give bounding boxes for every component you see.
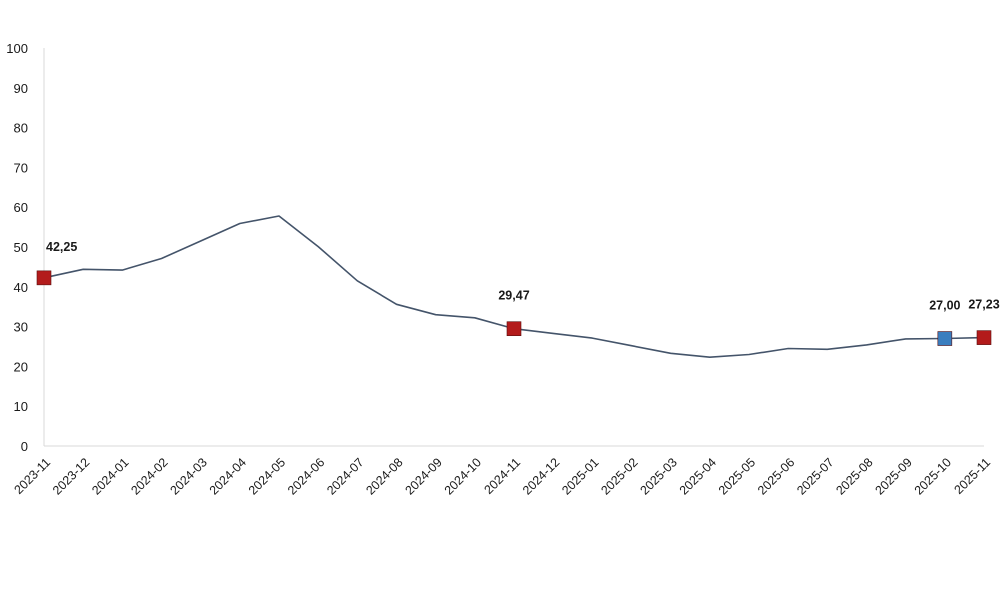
x-tick-label: 2025-10 (912, 455, 954, 497)
x-tick-label: 2024-03 (168, 455, 210, 497)
marker-layer (36, 270, 992, 346)
x-tick-label: 2025-02 (598, 455, 640, 497)
x-tick-label: 2024-07 (324, 455, 366, 497)
x-tick-label: 2024-08 (363, 455, 405, 497)
data-point-marker (36, 270, 52, 286)
x-tick-label: 2025-09 (873, 455, 915, 497)
data-label-layer: 42,25 29,47 27,00 27,23 (46, 240, 1000, 313)
data-point-marker (937, 331, 953, 346)
y-tick-label: 60 (14, 200, 28, 215)
x-tick-label: 2025-11 (952, 455, 994, 497)
y-tick-label: 50 (14, 240, 28, 255)
y-tick-label: 70 (14, 160, 28, 175)
x-tick-label: 2024-09 (403, 455, 445, 497)
x-axis: 2023-112023-122024-012024-022024-032024-… (12, 445, 994, 498)
x-tick-label: 2025-04 (677, 455, 719, 497)
data-point-marker (976, 330, 992, 345)
y-tick-label: 0 (21, 439, 28, 454)
data-label: 27,23 (968, 298, 999, 312)
x-tick-label: 2024-01 (89, 455, 131, 497)
data-label: 42,25 (46, 240, 77, 254)
x-tick-label: 2024-02 (128, 455, 170, 497)
x-tick-label: 2024-04 (207, 455, 249, 497)
y-tick-label: 80 (14, 121, 28, 136)
x-tick-label: 2023-11 (12, 455, 54, 497)
x-tick-label: 2024-10 (442, 455, 484, 497)
x-tick-label: 2025-06 (755, 455, 797, 497)
x-tick-label: 2024-05 (246, 455, 288, 497)
x-tick-label: 2025-01 (559, 455, 601, 497)
data-label: 29,47 (498, 289, 529, 303)
x-tick-label: 2024-12 (520, 455, 562, 497)
series-line (43, 215, 985, 359)
y-tick-label: 30 (14, 320, 28, 335)
x-tick-label: 2025-05 (716, 455, 758, 497)
x-tick-label: 2025-08 (833, 455, 875, 497)
x-tick-label: 2025-03 (638, 455, 680, 497)
x-tick-label: 2024-06 (285, 455, 327, 497)
data-point-marker (506, 321, 522, 337)
series-layer (43, 215, 985, 359)
y-tick-label: 20 (14, 359, 28, 374)
y-tick-label: 100 (6, 41, 28, 56)
y-axis: 0 10 20 30 40 50 60 70 80 90 100 (6, 41, 45, 454)
x-tick-label: 2024-11 (482, 455, 524, 497)
y-tick-label: 40 (14, 280, 28, 295)
data-label: 27,00 (929, 299, 960, 313)
y-tick-label: 10 (14, 399, 28, 414)
y-tick-label: 90 (14, 81, 28, 96)
x-tick-label: 2025-07 (794, 455, 836, 497)
x-tick-label: 2023-12 (50, 455, 92, 497)
